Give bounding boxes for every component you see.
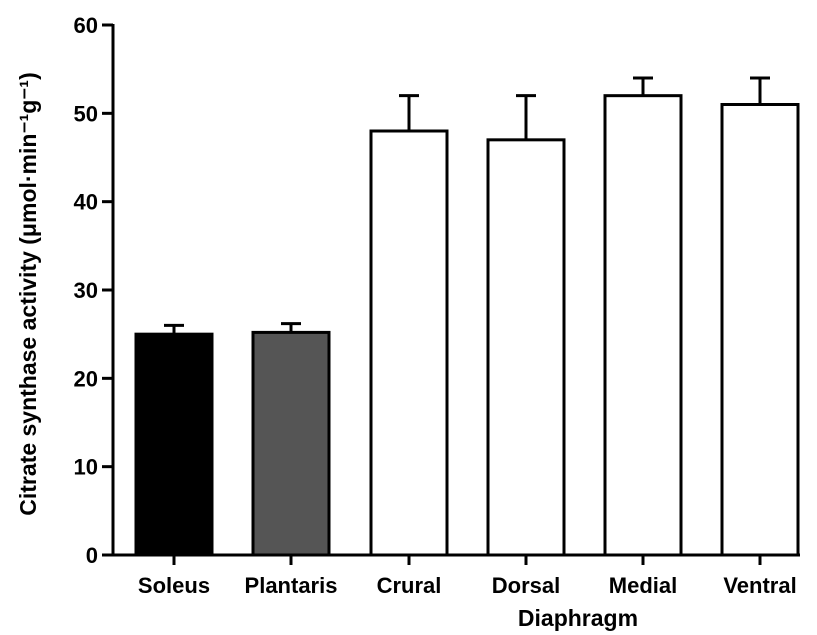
chart-bars bbox=[134, 76, 800, 557]
x-tick-label-ventral: Ventral bbox=[723, 573, 796, 598]
x-tick-label-dorsal: Dorsal bbox=[492, 573, 560, 598]
bar-plantaris bbox=[251, 330, 331, 557]
bar-dorsal bbox=[486, 138, 566, 557]
y-tick-label: 30 bbox=[74, 278, 98, 303]
y-tick-label: 50 bbox=[74, 101, 98, 126]
y-tick-label: 0 bbox=[86, 543, 98, 568]
x-tick-label-medial: Medial bbox=[609, 573, 677, 598]
y-tick-label: 20 bbox=[74, 366, 98, 391]
x-tick-label-plantaris: Plantaris bbox=[245, 573, 338, 598]
y-tick-label: 40 bbox=[74, 190, 98, 215]
bar-medial bbox=[603, 94, 683, 557]
bar-soleus bbox=[134, 332, 214, 557]
x-tick-label-crural: Crural bbox=[377, 573, 442, 598]
chart-labels: 0 10 20 30 40 50 60 Soleus Plantaris Crural Dorsal… bbox=[74, 13, 797, 598]
bar-crural bbox=[369, 129, 449, 557]
y-tick-label: 60 bbox=[74, 13, 98, 38]
y-tick-label: 10 bbox=[74, 455, 98, 480]
group-label-diaphragm: Diaphragm bbox=[518, 605, 638, 631]
bar-ventral bbox=[720, 103, 800, 557]
y-axis-label: Citrate synthase activity (μmol·min⁻¹g⁻¹… bbox=[15, 72, 41, 515]
x-tick-label-soleus: Soleus bbox=[138, 573, 210, 598]
chart-axes bbox=[102, 23, 800, 565]
